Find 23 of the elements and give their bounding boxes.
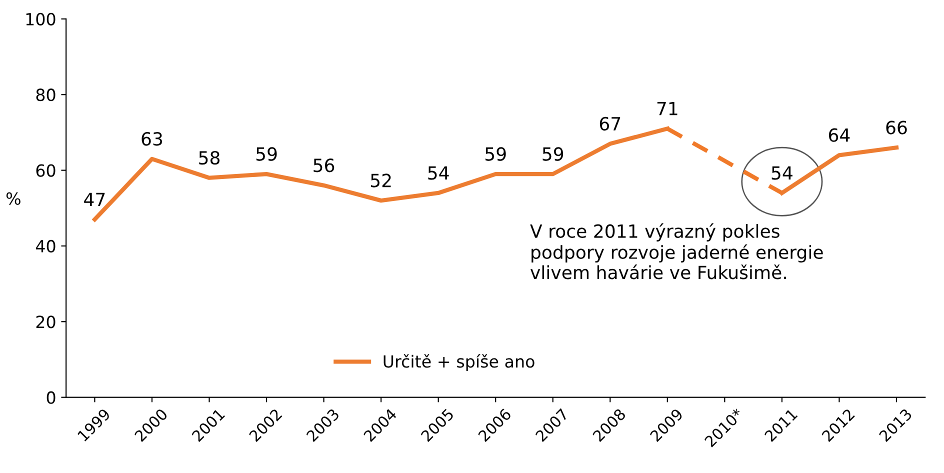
data-label: 56: [314, 158, 334, 172]
data-label: 54: [428, 166, 449, 180]
y-tick-label: 100: [26, 12, 56, 26]
data-label: 64: [828, 128, 850, 142]
annotation: V roce 2011 výrazný pokles podpory rozvoje jaderné energie vlivem havárie ve Fukušimě.: [530, 223, 823, 280]
y-tick-label: 60: [36, 164, 56, 177]
data-label: 52: [370, 174, 391, 188]
data-label: 59: [256, 147, 277, 161]
y-axis-title: %: [6, 192, 20, 205]
y-tick-label: 0: [46, 391, 56, 404]
data-label: 66: [886, 120, 907, 134]
data-label: 47: [84, 192, 105, 206]
data-label: 71: [657, 102, 678, 116]
data-label: 54: [772, 166, 792, 180]
data-label: 59: [542, 147, 564, 161]
y-tick-label: 80: [36, 88, 56, 102]
y-tick-label: 20: [36, 316, 56, 328]
legend-label: Určitě + spíše ano: [384, 354, 534, 371]
y-tick-label: 40: [36, 240, 56, 253]
data-label: 63: [142, 132, 162, 146]
data-label: 59: [486, 147, 506, 161]
data-label: 58: [199, 150, 220, 165]
data-label: 67: [600, 116, 620, 131]
